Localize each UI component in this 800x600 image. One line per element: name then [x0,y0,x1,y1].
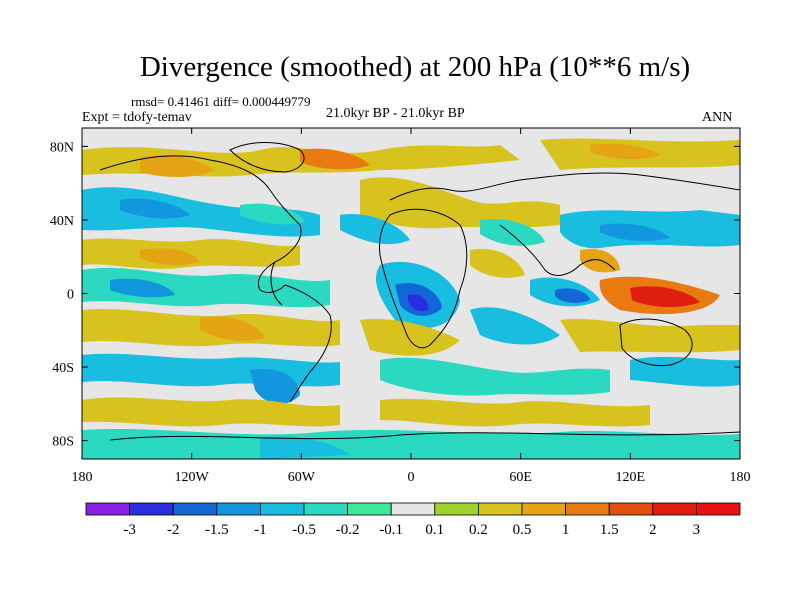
field-patch [590,143,660,160]
colorbar-swatch [608,502,654,516]
lon-tick-label: 120E [616,470,646,485]
field-patch [250,368,300,405]
field-patch [360,177,560,229]
field-patch [380,398,650,427]
coastline-australia [619,318,693,367]
colorbar-label: 3 [693,522,701,538]
map-title: Divergence (smoothed) at 200 hPa (10**6 … [139,51,691,83]
lon-tick-label: 0 [408,470,415,485]
field-patch [82,238,300,269]
colorbar-label: 2 [649,522,657,538]
colorbar-swatch [696,502,741,516]
coastline-antarctica [109,431,740,441]
lat-tick-label: 80N [50,140,74,155]
field-patch [82,397,340,427]
colorbar-label: 0.1 [425,522,444,538]
colorbar-swatch [521,502,566,516]
lon-tick-label: 180 [730,470,751,485]
field-patch [470,307,560,345]
field-patch [470,249,525,278]
coastline-africa [379,208,468,349]
field-patch [240,203,305,225]
field-patch [260,436,350,459]
stats-text: rmsd= 0.41461 diff= 0.000449779 [131,94,311,109]
coastline-greenland [229,142,305,173]
field-patch [560,318,740,353]
colorbar-label: -0.1 [379,522,403,538]
colorbar-swatch [390,502,436,516]
field-patch [300,148,370,170]
field-patch [360,319,460,356]
colorbar-label: -1 [254,522,267,538]
divergence-field [82,128,740,459]
field-patch [110,278,175,298]
colorbar-swatch [129,502,174,516]
lat-tick-label: 40S [52,361,74,376]
colorbar-swatch [259,502,305,516]
field-patch [555,288,590,303]
field-patch [630,286,700,308]
colorbar-label: -0.5 [292,522,316,538]
colorbar-swatch [477,502,523,516]
field-patch [380,357,610,396]
field-patch [480,218,545,246]
colorbar-label: 0.2 [469,522,488,538]
field-patch [408,294,429,312]
colorbar-swatch [303,502,348,516]
field-patch [200,316,265,341]
coastlines [99,142,740,441]
field-patch [140,248,200,266]
coastline-south-america [284,284,332,403]
season-label: ANN [702,110,733,125]
map-axis-ticks: 180 120W 60W 0 60E 120E 180 80N 40N 0 40S 80S [50,128,751,485]
coastline-north-america [99,155,302,293]
field-patch [120,198,190,219]
colorbar-swatch [652,502,697,516]
coastline-south-america [270,261,283,306]
field-patch [600,223,670,241]
colorbar-swatch [85,502,130,516]
lon-tick-label: 120W [175,470,210,485]
lat-tick-label: 0 [67,288,74,303]
colorbar: -3 -2 -1.5 -1 -0.5 -0.2 -0.1 0.1 0.2 0.5 1 1.5 2 3 [85,502,741,538]
coastline-eurasia [389,172,740,201]
lat-tick-label: 40N [50,214,74,229]
field-patch [82,267,330,308]
colorbar-label: 0.5 [513,522,532,538]
lon-tick-label: 180 [72,470,93,485]
colorbar-label: -0.2 [336,522,360,538]
lon-tick-label: 60W [288,470,316,485]
colorbar-label: 1.5 [600,522,619,538]
colorbar-label: -1.5 [205,522,229,538]
colorbar-swatch [347,502,392,516]
colorbar-swatch [434,502,479,516]
period-label: 21.0kyr BP - 21.0kyr BP [326,106,465,121]
field-patch [340,214,410,245]
colorbar-swatch [216,502,261,516]
colorbar-label: 1 [562,522,570,538]
colorbar-label: -2 [167,522,180,538]
colorbar-label: -3 [123,522,136,538]
colorbar-swatch [172,502,218,516]
field-patch [140,155,215,177]
field-patch [630,356,740,387]
lat-tick-label: 80S [52,435,74,450]
field-patch [82,428,740,459]
lon-tick-label: 60E [509,470,532,485]
colorbar-swatch [565,502,610,516]
experiment-label: Expt = tdofy-temav [82,110,192,125]
coastline-south-asia [499,224,616,276]
